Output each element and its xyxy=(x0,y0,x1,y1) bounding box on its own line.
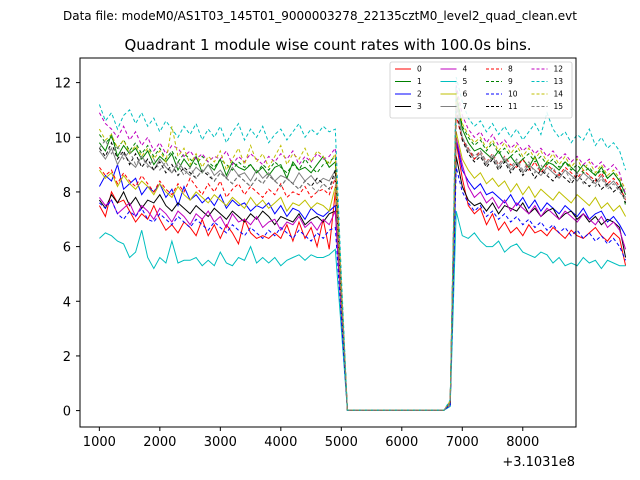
legend-label-14: 14 xyxy=(554,90,564,99)
x-tick-label: 8000 xyxy=(506,435,539,450)
x-tick-label: 7000 xyxy=(446,435,479,450)
legend-label-6: 6 xyxy=(463,90,468,99)
y-tick-label: 0 xyxy=(63,405,71,420)
legend-label-11: 11 xyxy=(508,102,518,111)
x-tick-label: 4000 xyxy=(264,435,297,450)
legend-label-10: 10 xyxy=(508,90,518,99)
y-tick-label: 8 xyxy=(63,186,71,201)
x-tick-label: 3000 xyxy=(204,435,237,450)
x-tick-label: 2000 xyxy=(143,435,176,450)
legend-label-9: 9 xyxy=(508,77,513,86)
legend-label-5: 5 xyxy=(463,77,468,86)
legend-label-4: 4 xyxy=(463,65,468,74)
series-line-13 xyxy=(98,76,627,411)
plot-area xyxy=(98,76,627,411)
x-tick-label: 5000 xyxy=(325,435,358,450)
series-line-9 xyxy=(98,90,627,411)
axis-ticks: 1000 2000 3000 4000 5000 6000 7000 8000 0 2 4 6 8 10 1… xyxy=(54,77,539,450)
x-tick-label: 1000 xyxy=(83,435,116,450)
legend-label-1: 1 xyxy=(417,77,422,86)
axes-frame xyxy=(79,57,577,428)
y-tick-label: 10 xyxy=(54,131,71,146)
legend-label-2: 2 xyxy=(417,90,422,99)
legend-label-0: 0 xyxy=(417,65,422,74)
legend-label-15: 15 xyxy=(554,102,564,111)
y-tick-label: 2 xyxy=(63,350,71,365)
legend-label-13: 13 xyxy=(554,77,564,86)
y-tick-label: 4 xyxy=(63,295,71,310)
legend-label-8: 8 xyxy=(508,65,513,74)
x-axis-offset-label: +3.1031e8 xyxy=(502,455,575,470)
legend-label-7: 7 xyxy=(463,102,468,111)
chart-title: Quadrant 1 module wise count rates with … xyxy=(124,36,531,54)
y-tick-label: 12 xyxy=(54,77,71,92)
x-tick-label: 6000 xyxy=(385,435,418,450)
legend-label-3: 3 xyxy=(417,102,422,111)
legend-box xyxy=(389,61,573,119)
figure-suptitle: Data file: modeM0/AS1T03_145T01_90000032… xyxy=(63,9,577,23)
y-tick-label: 6 xyxy=(63,241,71,256)
series-line-15 xyxy=(98,107,627,411)
legend-label-12: 12 xyxy=(554,65,564,74)
